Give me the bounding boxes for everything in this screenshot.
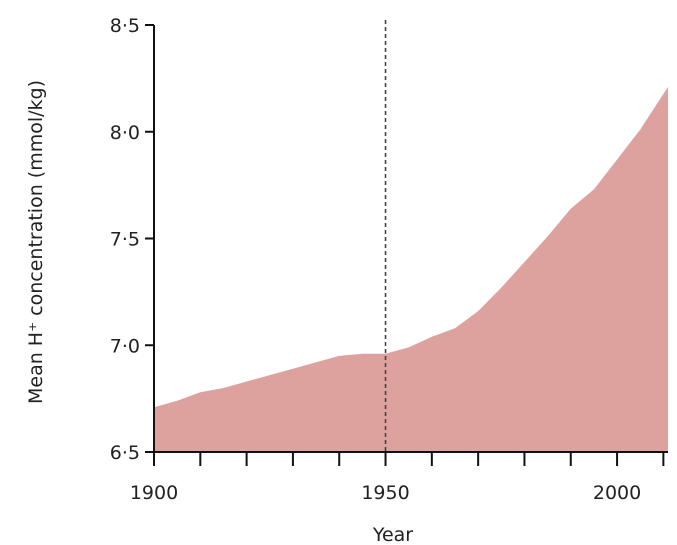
y-axis-title: Mean H⁺ concentration (mmol/kg) [25,80,47,404]
y-tick-label: 7·5 [110,229,140,251]
label-layer: 6·5 7·0 7·5 8·0 8·5 1900 1950 2000 [110,15,641,504]
x-axis-title: Year [372,524,413,545]
x-tick-label: 1900 [130,482,178,504]
x-tick-label: 2000 [593,482,641,504]
y-tick-label: 7·0 [110,335,140,357]
area-series [154,86,668,453]
y-tick-label: 6·5 [110,442,140,464]
y-tick-label: 8·0 [110,122,140,144]
area-layer [154,86,668,453]
y-tick-label: 8·5 [110,15,140,37]
axis-layer [145,24,668,466]
x-tick-label: 1950 [361,482,409,504]
